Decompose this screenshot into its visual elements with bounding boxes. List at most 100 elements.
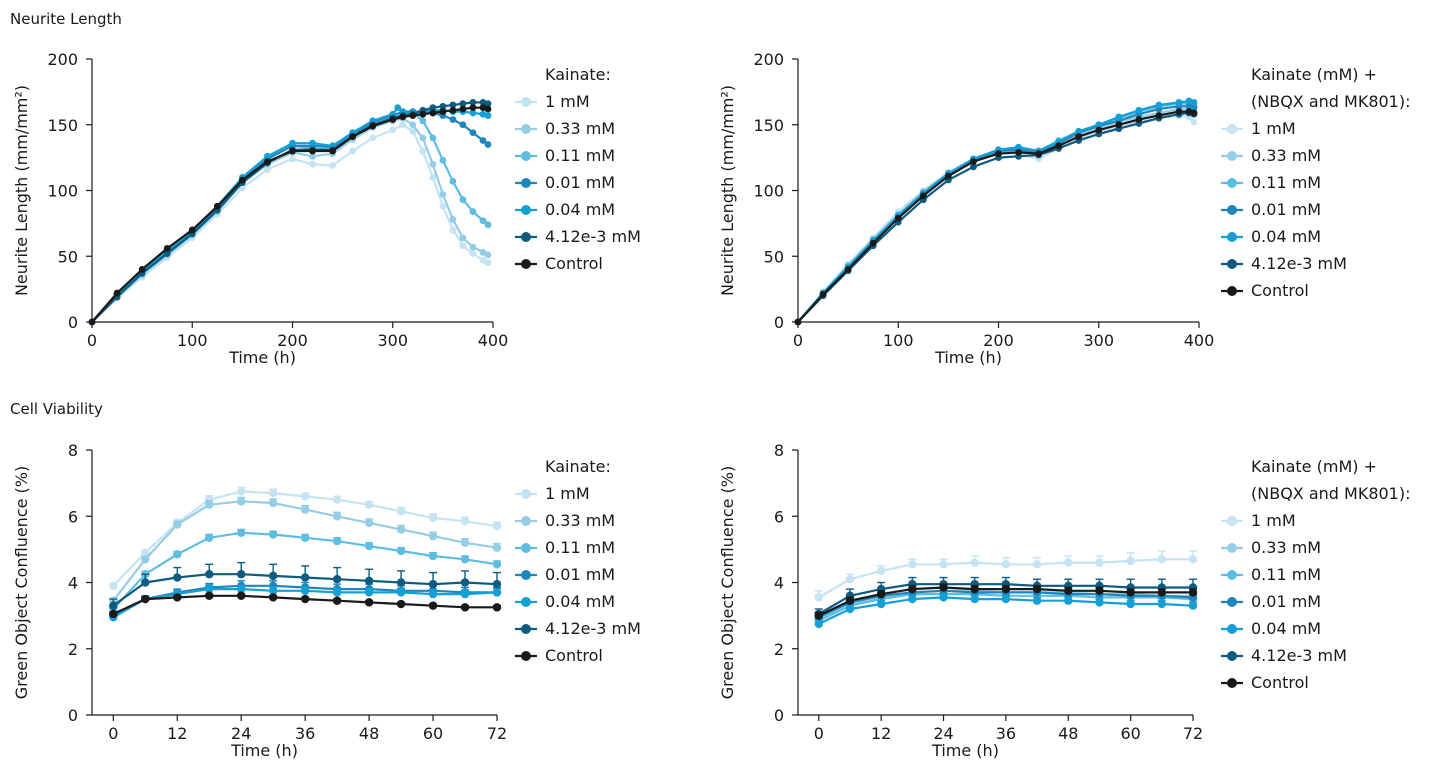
data-point [141,555,150,564]
data-point [449,216,457,223]
data-point [492,579,502,589]
y-tick-label: 2 [774,640,784,659]
legend-label: Control [545,646,603,665]
series-line [797,111,1195,323]
data-point [268,488,278,498]
legend-title: Kainate: [545,457,611,476]
data-point [460,517,470,526]
data-point [264,152,271,160]
data-point [389,126,397,134]
y-tick-label: 150 [753,116,784,135]
y-axis-label: Neurite Length (mm/mm²) [718,85,737,296]
data-point [944,172,952,180]
series-line [91,101,489,323]
data-point [484,259,492,267]
data-point [409,112,417,119]
legend-item: 0.01 mM [1221,592,1321,611]
data-point [845,604,855,614]
data-point [364,598,374,607]
legend-item: 4.12e-3 mM [1221,646,1347,665]
series [109,496,502,605]
data-point [995,150,1002,158]
series-line [797,99,1195,323]
data-point [1126,588,1135,597]
data-point [237,487,246,496]
legend-label: 0.04 mM [545,592,615,611]
data-point [428,513,438,523]
legend-swatch-marker [521,178,531,188]
data-point [396,588,406,597]
data-point [845,596,855,605]
data-point [970,163,977,171]
data-point [1001,560,1011,569]
data-point [268,586,278,595]
data-point [289,155,296,163]
data-point [814,611,823,620]
x-tick-label: 36 [295,724,315,743]
data-point [268,530,278,539]
series [109,528,502,614]
data-point [213,202,221,210]
y-tick-label: 8 [68,441,78,460]
series [88,104,492,326]
data-point [1015,148,1022,156]
data-point [459,105,467,113]
data-point [1155,101,1163,109]
legend-item: 0.11 mM [515,538,615,557]
x-tick-label: 200 [277,331,308,350]
data-point [908,584,917,594]
x-tick-label: 48 [359,724,379,743]
data-point [205,591,214,600]
data-point [332,596,342,605]
legend-label: 0.11 mM [545,538,615,557]
data-point [428,531,438,541]
data-point [460,589,470,599]
data-point [289,147,296,155]
data-point [484,141,492,148]
data-point [1135,116,1143,123]
data-point [364,588,374,597]
data-point [364,576,374,586]
legend-swatch-marker [1227,178,1237,188]
series [109,591,502,619]
legend-item: 0.01 mM [515,565,615,584]
legend-label: 0.01 mM [545,173,615,192]
data-point [173,593,182,602]
data-point [289,139,296,147]
data-point [1135,106,1143,114]
x-tick-label: 400 [1184,331,1215,350]
data-point [300,533,310,542]
data-point [163,250,171,258]
data-point [469,98,477,106]
data-point [332,536,342,546]
data-point [794,318,802,326]
data-point [300,594,310,604]
legend-item: 4.12e-3 mM [515,619,641,638]
y-tick-label: 200 [47,50,78,69]
data-point [460,578,470,587]
x-axis-label: Time (h) [228,348,296,367]
legend-label: 1 mM [545,92,590,111]
legend-label: 0.33 mM [545,119,615,138]
data-point [332,512,342,521]
legend-label: 0.01 mM [1251,592,1321,611]
legend-title: Kainate (mM) + [1251,457,1377,476]
data-point [460,555,470,564]
data-point [332,588,342,597]
legend-item: 0.04 mM [515,200,615,219]
x-tick-label: 12 [871,724,891,743]
x-tick-label: 60 [423,724,443,743]
legend-item: 0.01 mM [515,173,615,192]
data-point [268,498,278,508]
data-point [1001,584,1011,594]
legend-item: 1 mM [515,484,590,503]
legend-label: 4.12e-3 mM [1251,646,1347,665]
data-point [237,497,246,506]
data-point [173,550,182,559]
series-line [797,105,1195,323]
series [794,108,1198,326]
data-point [814,619,823,629]
data-point [1157,588,1167,597]
data-point [1175,98,1183,106]
